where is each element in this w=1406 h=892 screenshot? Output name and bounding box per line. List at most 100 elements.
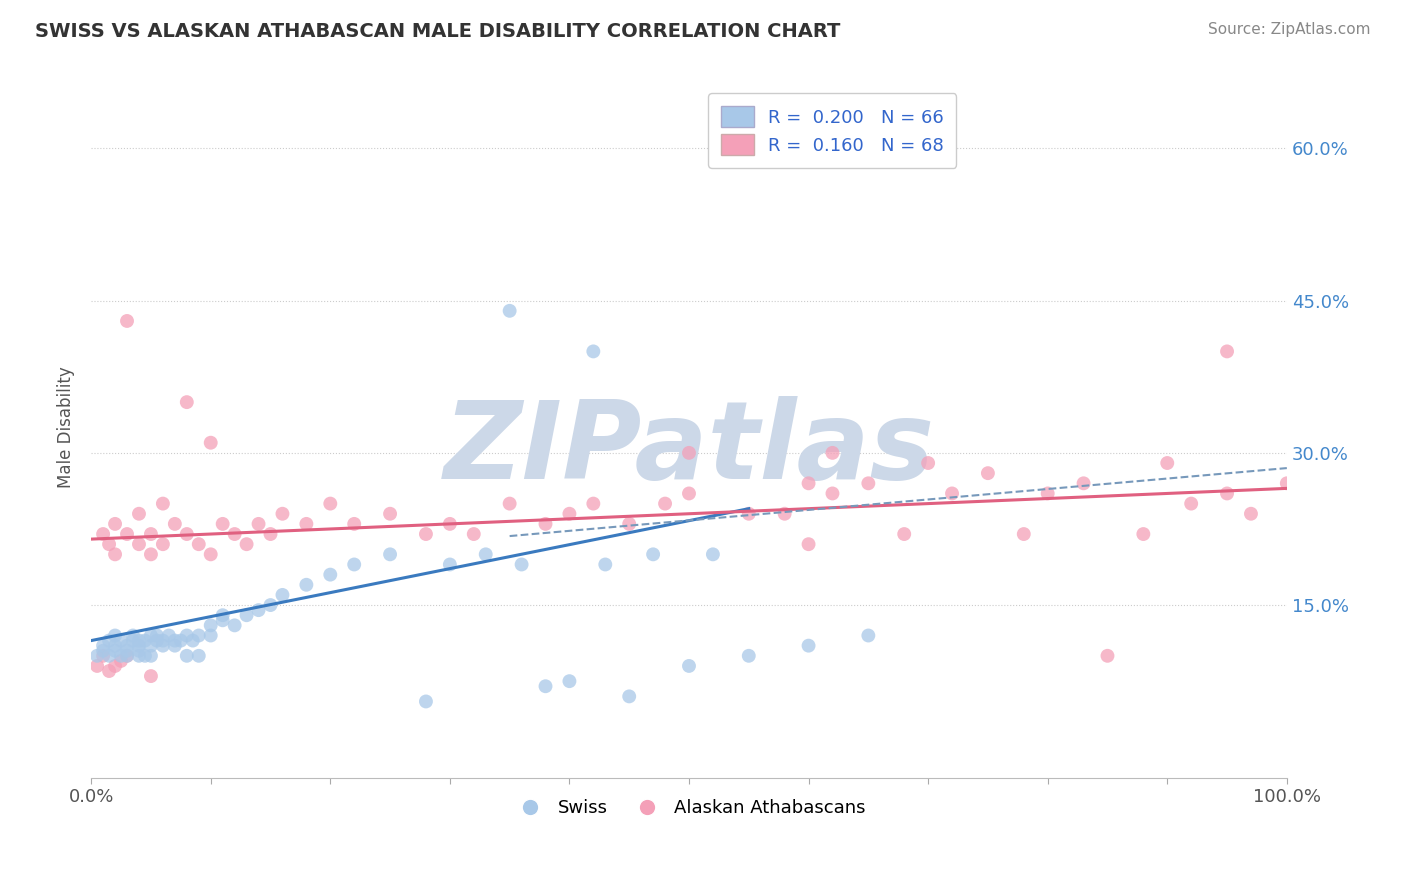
Point bbox=[678, 446, 700, 460]
Point bbox=[643, 547, 665, 561]
Point bbox=[128, 648, 150, 663]
Point bbox=[115, 314, 138, 328]
Point bbox=[295, 578, 318, 592]
Point bbox=[152, 639, 174, 653]
Point bbox=[146, 628, 169, 642]
Point bbox=[128, 537, 150, 551]
Point bbox=[152, 537, 174, 551]
Point bbox=[821, 486, 844, 500]
Point bbox=[619, 690, 641, 704]
Point bbox=[157, 628, 180, 642]
Point bbox=[98, 537, 121, 551]
Point bbox=[110, 654, 132, 668]
Point bbox=[678, 486, 700, 500]
Point bbox=[1216, 486, 1239, 500]
Point bbox=[104, 628, 127, 642]
Point bbox=[858, 476, 880, 491]
Text: ZIPatlas: ZIPatlas bbox=[443, 395, 935, 501]
Point bbox=[176, 395, 198, 409]
Point bbox=[91, 639, 114, 653]
Point bbox=[128, 644, 150, 658]
Point bbox=[271, 588, 294, 602]
Point bbox=[187, 537, 209, 551]
Point bbox=[128, 639, 150, 653]
Point bbox=[110, 633, 132, 648]
Point bbox=[146, 633, 169, 648]
Point bbox=[104, 659, 127, 673]
Point bbox=[1036, 486, 1059, 500]
Point bbox=[86, 659, 108, 673]
Point bbox=[1156, 456, 1178, 470]
Point bbox=[139, 527, 162, 541]
Point bbox=[139, 547, 162, 561]
Point bbox=[439, 516, 461, 531]
Point bbox=[211, 613, 233, 627]
Point bbox=[235, 537, 257, 551]
Point bbox=[343, 558, 366, 572]
Point bbox=[122, 633, 145, 648]
Point bbox=[1132, 527, 1154, 541]
Point bbox=[558, 507, 581, 521]
Point bbox=[98, 633, 121, 648]
Point bbox=[224, 527, 246, 541]
Point bbox=[134, 648, 156, 663]
Point bbox=[654, 497, 676, 511]
Point bbox=[702, 547, 724, 561]
Point bbox=[941, 486, 963, 500]
Point bbox=[1073, 476, 1095, 491]
Point bbox=[176, 628, 198, 642]
Point bbox=[211, 516, 233, 531]
Point bbox=[295, 516, 318, 531]
Point bbox=[170, 633, 193, 648]
Point bbox=[115, 639, 138, 653]
Point bbox=[200, 547, 222, 561]
Point bbox=[98, 648, 121, 663]
Point bbox=[181, 633, 204, 648]
Point bbox=[1097, 648, 1119, 663]
Point bbox=[128, 633, 150, 648]
Point bbox=[498, 497, 520, 511]
Point bbox=[200, 628, 222, 642]
Point bbox=[534, 679, 557, 693]
Point bbox=[139, 628, 162, 642]
Point bbox=[439, 558, 461, 572]
Point bbox=[773, 507, 796, 521]
Point bbox=[498, 303, 520, 318]
Point bbox=[858, 628, 880, 642]
Point bbox=[534, 516, 557, 531]
Point bbox=[893, 527, 915, 541]
Point bbox=[582, 344, 605, 359]
Y-axis label: Male Disability: Male Disability bbox=[58, 367, 75, 489]
Point bbox=[86, 648, 108, 663]
Point bbox=[128, 507, 150, 521]
Point bbox=[797, 537, 820, 551]
Point bbox=[163, 516, 186, 531]
Point bbox=[98, 664, 121, 678]
Point bbox=[115, 648, 138, 663]
Point bbox=[319, 497, 342, 511]
Point bbox=[378, 547, 401, 561]
Point bbox=[104, 516, 127, 531]
Point bbox=[319, 567, 342, 582]
Point bbox=[821, 446, 844, 460]
Point bbox=[738, 507, 761, 521]
Point bbox=[187, 628, 209, 642]
Point bbox=[224, 618, 246, 632]
Point bbox=[510, 558, 533, 572]
Point bbox=[1216, 344, 1239, 359]
Point bbox=[259, 598, 281, 612]
Point bbox=[1180, 497, 1202, 511]
Point bbox=[247, 516, 270, 531]
Point bbox=[211, 608, 233, 623]
Point bbox=[187, 648, 209, 663]
Point bbox=[474, 547, 496, 561]
Point bbox=[163, 633, 186, 648]
Point bbox=[134, 633, 156, 648]
Point bbox=[110, 648, 132, 663]
Point bbox=[163, 639, 186, 653]
Legend: Swiss, Alaskan Athabascans: Swiss, Alaskan Athabascans bbox=[505, 792, 873, 824]
Point bbox=[738, 648, 761, 663]
Point bbox=[104, 639, 127, 653]
Point bbox=[139, 639, 162, 653]
Point bbox=[152, 633, 174, 648]
